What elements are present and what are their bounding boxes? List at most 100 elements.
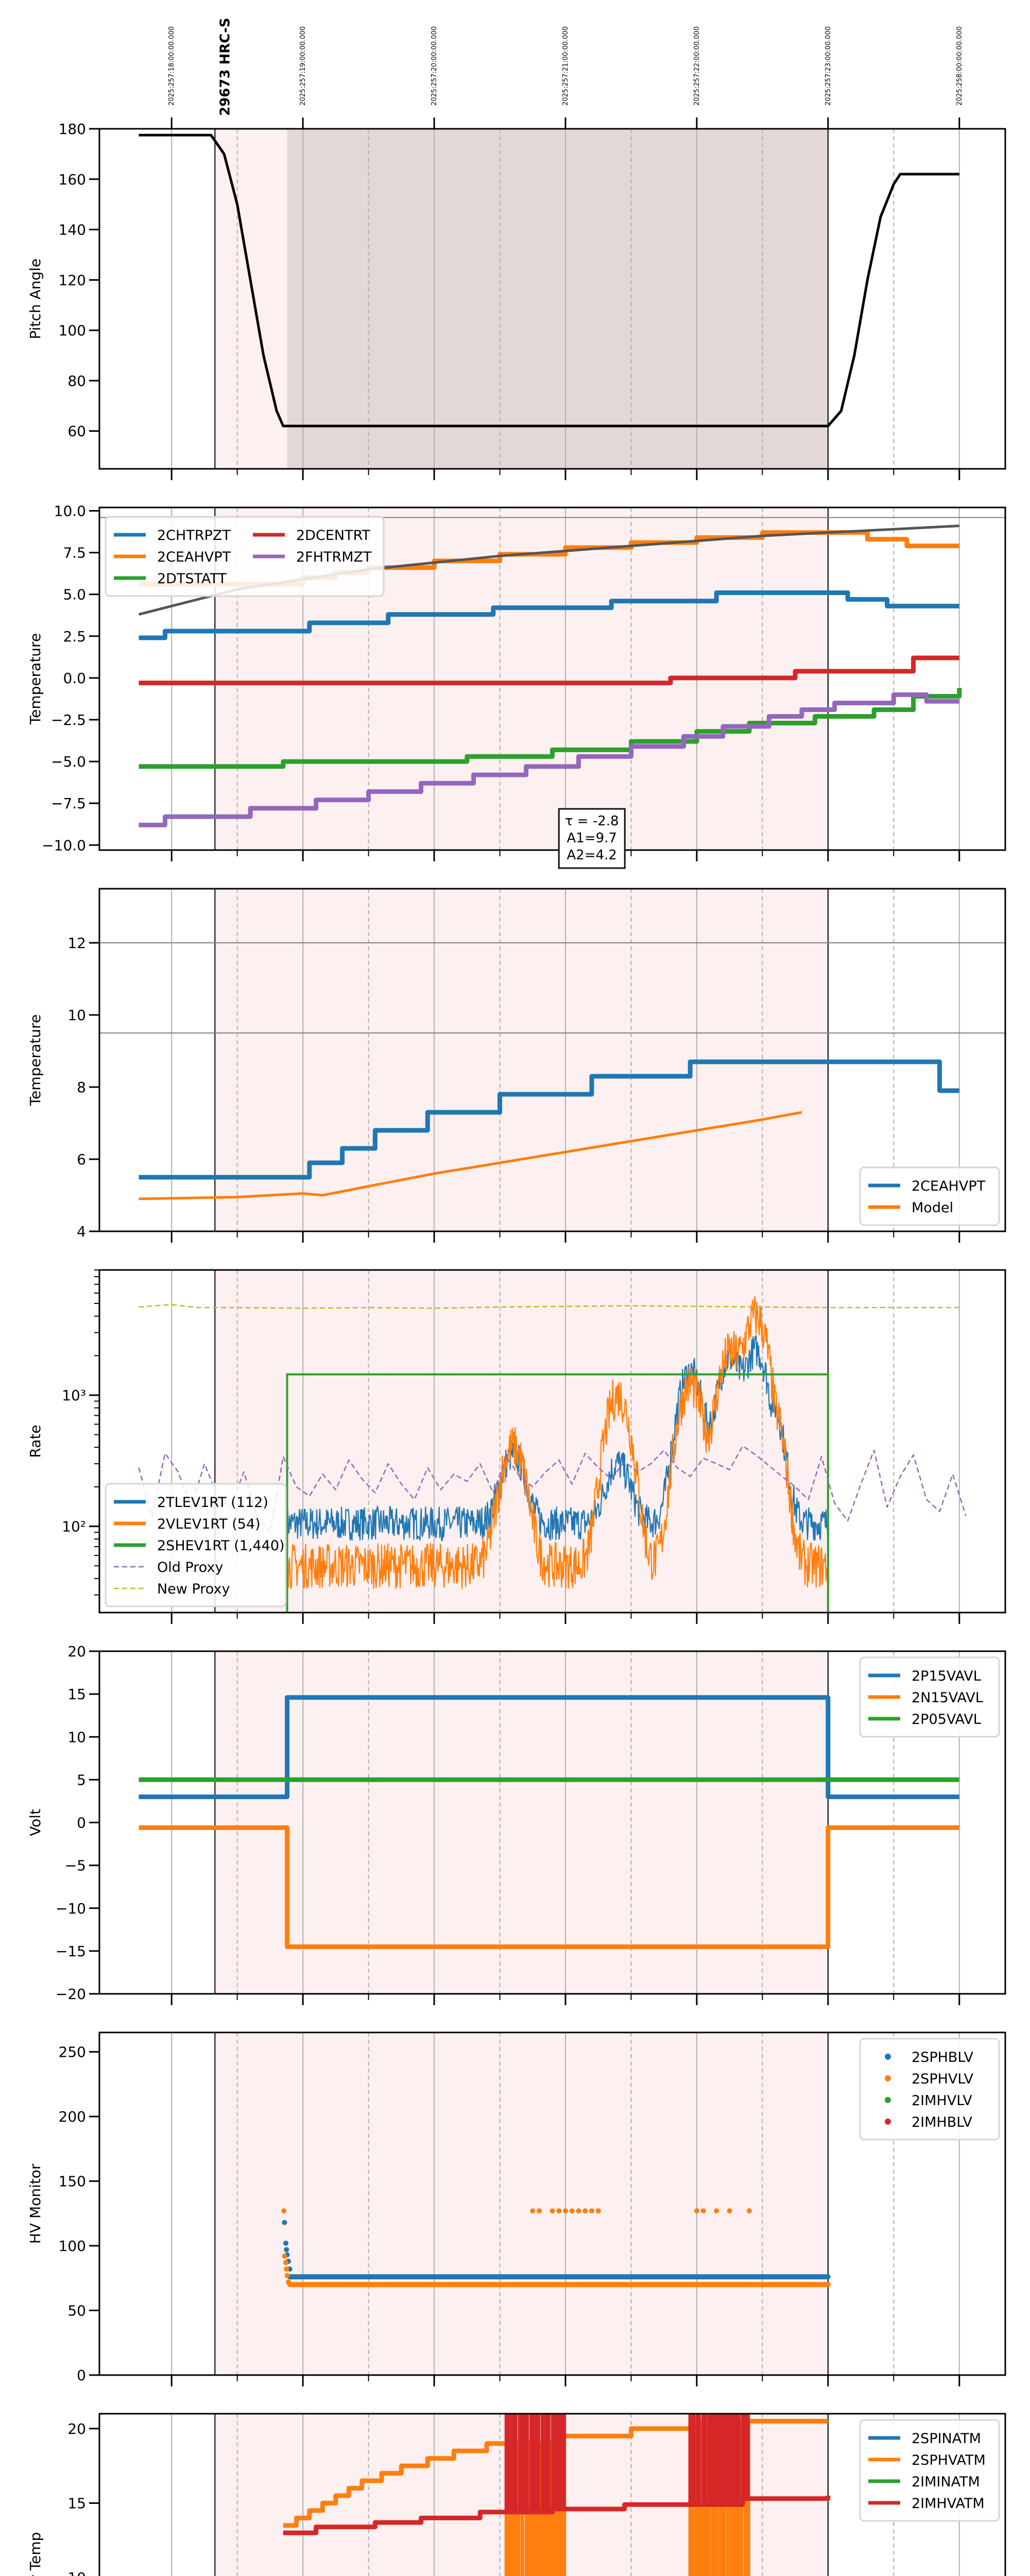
y-tick-label: 80 bbox=[67, 372, 86, 389]
y-tick-label: 5.0 bbox=[63, 586, 86, 603]
panel-7: 05101520Detector Temp2SPINATM2SPHVATM2IM… bbox=[27, 2413, 1006, 2576]
axes-frame bbox=[98, 1269, 1006, 1614]
legend-label: 2SPHVLV bbox=[912, 2071, 973, 2087]
y-axis-label: HV Monitor bbox=[27, 2163, 44, 2244]
series-2sphvlv-spike bbox=[700, 2208, 706, 2214]
y-tick-label: 250 bbox=[59, 2044, 86, 2061]
series-2sphvlv-spike bbox=[595, 2208, 601, 2214]
series-new-proxy bbox=[139, 1303, 959, 1309]
axes-frame bbox=[98, 2031, 1006, 2376]
legend-label: 2CEAHVPT bbox=[157, 549, 231, 565]
series-2sphvlv-spike bbox=[537, 2208, 542, 2214]
series-2vlev1rt-54- bbox=[286, 1296, 829, 1589]
series-2sphvlv-spike bbox=[550, 2208, 555, 2214]
legend-frame bbox=[105, 1483, 287, 1607]
legend-marker bbox=[885, 2119, 891, 2125]
legend-label: 2IMINATM bbox=[912, 2474, 980, 2490]
legend-label: New Proxy bbox=[157, 1581, 230, 1597]
series-2sphvlv-spike bbox=[530, 2208, 536, 2214]
observation-shade bbox=[215, 1651, 828, 1994]
legend-label: 2N15VAVL bbox=[912, 1690, 983, 1706]
top-time-label: 2025:257:21:00:00.000 bbox=[562, 26, 570, 106]
y-axis-label: Pitch Angle bbox=[27, 259, 44, 340]
series-2dcentrt bbox=[139, 655, 959, 686]
y-axis-label: Temperature bbox=[27, 633, 44, 725]
plot-area bbox=[283, 2414, 831, 2576]
plot-area bbox=[139, 1059, 959, 1200]
legend-label: 2VLEV1RT (54) bbox=[157, 1516, 261, 1532]
legend-label: 2SPINATM bbox=[912, 2431, 981, 2447]
panel-2: −10.0 −7.5 −5.0 −2.5 0.0 2.5 5.0 7.5 10.0 Tempera… bbox=[27, 502, 1006, 869]
plot-area bbox=[138, 524, 962, 827]
legend-label: 2SHEV1RT (1,440) bbox=[157, 1538, 285, 1554]
series-2sphvlv-spike bbox=[562, 2208, 568, 2214]
y-tick-label: 10 bbox=[67, 1728, 86, 1745]
series-2sphvlv-spike bbox=[582, 2208, 588, 2214]
legend-label: Model bbox=[912, 1200, 953, 1216]
legend: 2CHTRPZT 2CEAHVPT 2DTSTATT 2DCENTRT 2FHTRMZT bbox=[105, 516, 385, 597]
y-tick-label: 100 bbox=[59, 322, 86, 339]
fit-annotation-line: τ = -2.8 bbox=[565, 814, 619, 829]
y-tick-label: 0.0 bbox=[63, 670, 86, 687]
top-time-label: 2025:257:20:00:00.000 bbox=[431, 26, 438, 106]
series-2sphvlv-point bbox=[282, 2253, 287, 2259]
series-2chtrpzt bbox=[139, 590, 959, 640]
y-tick-label: 150 bbox=[59, 2173, 86, 2190]
y-tick-label: 160 bbox=[59, 171, 86, 188]
top-time-label: 2025:257:22:00:00.000 bbox=[693, 26, 701, 106]
y-tick-label: 120 bbox=[59, 272, 86, 289]
axes-frame bbox=[98, 506, 1006, 851]
plot-area bbox=[139, 1695, 959, 1950]
science-shade bbox=[287, 129, 828, 469]
series-2fhtrmzt bbox=[139, 692, 959, 827]
y-tick-label: 4 bbox=[77, 1223, 86, 1240]
y-tick-label: 50 bbox=[67, 2302, 86, 2319]
observation-shade bbox=[215, 1270, 828, 1613]
y-tick-label: 10 bbox=[67, 2569, 86, 2576]
series-2sphvlv-point bbox=[284, 2273, 290, 2278]
series-2sphvlv-spike bbox=[589, 2208, 594, 2214]
legend-label: 2CEAHVPT bbox=[912, 1178, 986, 1194]
legend-label: 2IMHVATM bbox=[912, 2496, 985, 2512]
panel-5: −20−15−10−505101520Volt2P15VAVL2N15VAVL2… bbox=[27, 1643, 1006, 2005]
top-time-label: 2025:257:19:00:00.000 bbox=[299, 26, 307, 106]
y-tick-label: 10 bbox=[67, 1007, 86, 1024]
legend-label: 2CHTRPZT bbox=[157, 528, 231, 544]
observation-label: 29673 HRC-S bbox=[217, 18, 233, 116]
y-tick-label: 2.5 bbox=[63, 628, 86, 645]
panel-1: 60 80 100 120 140 160 180 Pitch Angle bbox=[27, 117, 1006, 480]
y-axis-label: Rate bbox=[27, 1425, 44, 1458]
series-pitch bbox=[139, 133, 959, 428]
axes-frame bbox=[98, 2413, 1006, 2576]
plot-area bbox=[281, 2208, 831, 2287]
y-tick-label: 140 bbox=[59, 222, 86, 239]
legend-label: 2SPHBLV bbox=[912, 2049, 974, 2065]
y-tick-label: 0 bbox=[77, 1815, 86, 1832]
series-2ceahvpt bbox=[139, 1059, 959, 1180]
top-time-label: 2025:258:00:00:00.000 bbox=[956, 26, 964, 106]
y-tick-label: 10² bbox=[62, 1518, 86, 1535]
series-2sphvlv-spike bbox=[694, 2208, 699, 2214]
y-tick-label: 6 bbox=[77, 1151, 86, 1168]
series-2n15vavl bbox=[139, 1825, 959, 1950]
y-tick-label: 8 bbox=[77, 1079, 86, 1096]
y-axis-label: Detector Temp bbox=[27, 2532, 44, 2576]
series-2p15vavl bbox=[139, 1695, 959, 1800]
y-tick-label: 15 bbox=[67, 1686, 86, 1703]
panel-4: 10² 10³ Rate 2TLEV1RT (112) 2VLEV1RT (54) 2SH… bbox=[27, 1269, 1006, 1624]
fit-annotation-line: A1=9.7 bbox=[567, 831, 617, 846]
series-2sphblv-point bbox=[282, 2219, 287, 2225]
y-tick-label: 0 bbox=[77, 2367, 86, 2384]
legend: 2SPHBLV 2SPHVLV 2IMHVLV 2IMHBLV bbox=[859, 2038, 1000, 2141]
legend-label: 2DTSTATT bbox=[157, 571, 227, 587]
fit-annotation-line: A2=4.2 bbox=[567, 848, 617, 863]
axes-frame bbox=[98, 888, 1006, 1232]
y-tick-label: 10.0 bbox=[54, 502, 86, 519]
legend-marker bbox=[885, 2097, 891, 2103]
y-tick-label: 15 bbox=[67, 2495, 86, 2512]
y-tick-label: 100 bbox=[59, 2238, 86, 2255]
legend-marker bbox=[885, 2054, 891, 2060]
y-tick-label: −5 bbox=[65, 1857, 86, 1874]
y-tick-label: −10 bbox=[56, 1900, 86, 1917]
